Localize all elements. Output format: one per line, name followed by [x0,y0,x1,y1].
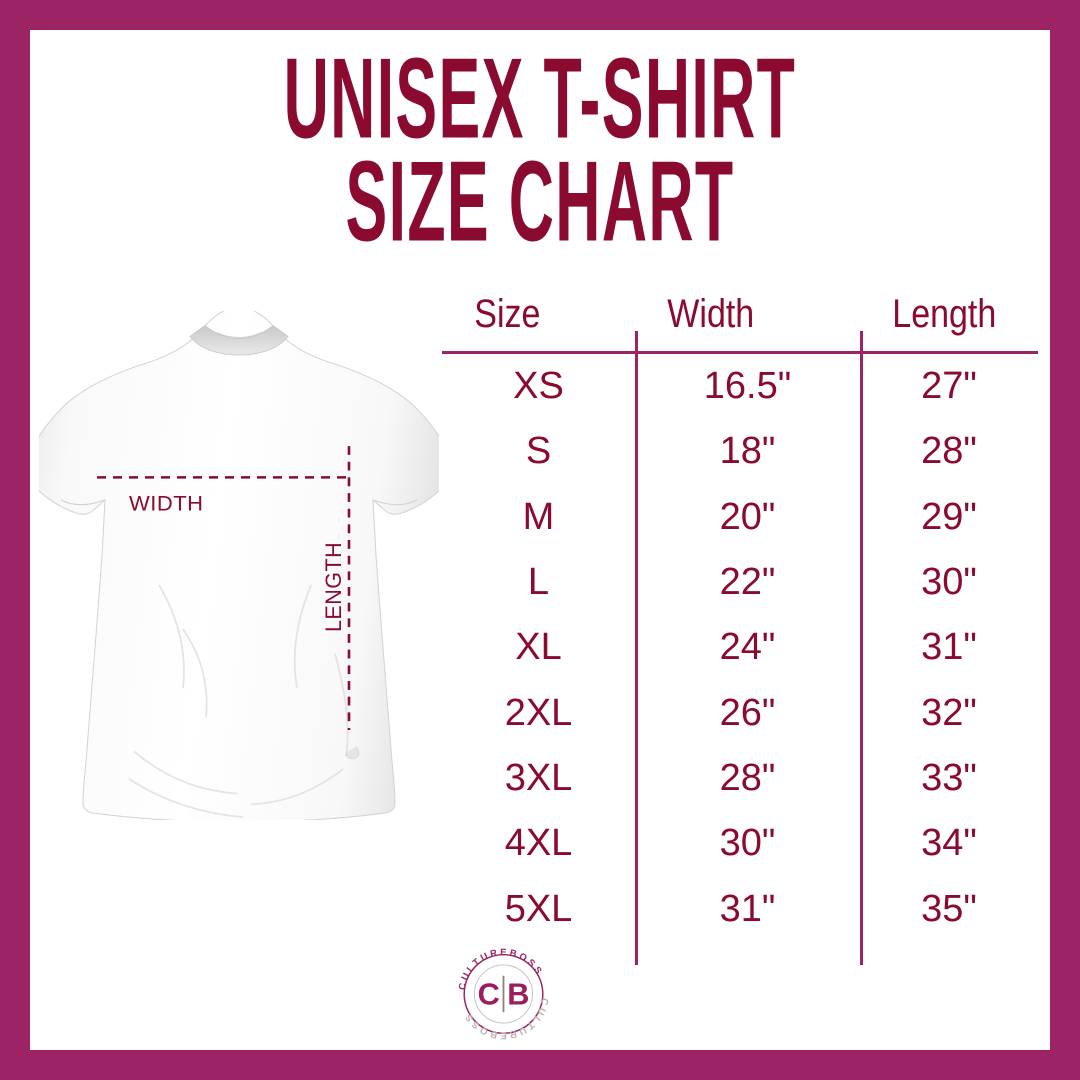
svg-text:CULTUREBOSS: CULTUREBOSS [457,947,545,991]
svg-text:LENGTH: LENGTH [321,542,346,632]
svg-text:WIDTH: WIDTH [129,491,204,516]
svg-text:CULTUREBOSS: CULTUREBOSS [462,997,550,1041]
svg-text:C: C [478,976,500,1011]
svg-text:B: B [507,976,529,1011]
